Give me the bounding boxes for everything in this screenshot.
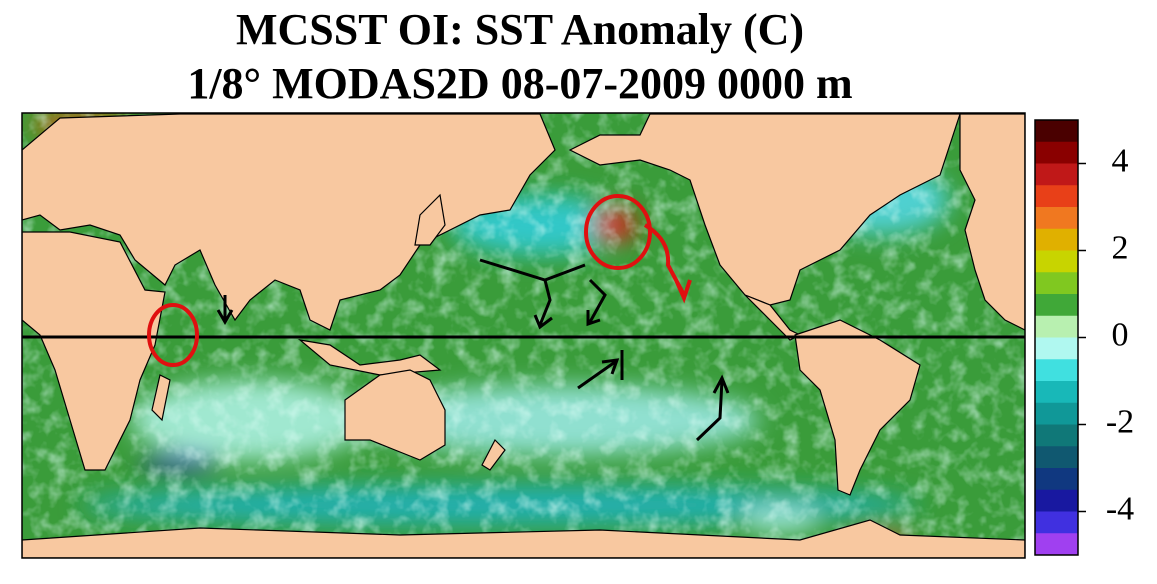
- colorbar-segment: [1035, 337, 1078, 360]
- colorbar-segment: [1035, 424, 1078, 447]
- colorbar-segment: [1035, 141, 1078, 164]
- north-america: [568, 113, 961, 306]
- colorbar-segment: [1035, 250, 1078, 273]
- colorbar-segment: [1035, 381, 1078, 404]
- antarctica: [22, 519, 1025, 558]
- colorbar-segment: [1035, 359, 1078, 382]
- south-america: [794, 319, 921, 496]
- colorbar-tick-label: -2: [1106, 403, 1134, 440]
- colorbar-segment: [1035, 402, 1078, 425]
- red-circle: [584, 194, 652, 270]
- colorbar-segment: [1035, 489, 1078, 512]
- colorbar-segment: [1035, 207, 1078, 230]
- colorbar: -4 -2 0 2 4: [1034, 119, 1134, 556]
- colorbar-segment: [1035, 120, 1078, 143]
- colorbar-tick-label: 4: [1112, 142, 1129, 179]
- colorbar-tick-label: 0: [1112, 316, 1129, 353]
- title: MCSST OI: SST Anomaly (C): [236, 5, 804, 54]
- indonesia: [297, 339, 442, 376]
- subtitle: 1/8° MODAS2D 08-07-2009 0000 m: [187, 59, 852, 108]
- colorbar-segment: [1035, 468, 1078, 491]
- black-arrows: [216, 258, 730, 442]
- colorbar-segment: [1035, 511, 1078, 534]
- europe-africa-east: [959, 113, 1025, 331]
- colorbar-segment: [1035, 272, 1078, 295]
- colorbar-segment: [1035, 163, 1078, 186]
- eurasia: [22, 113, 556, 331]
- madagascar: [151, 374, 171, 422]
- red-arrow: [643, 223, 692, 304]
- australia: [344, 369, 446, 461]
- colorbar-segment: [1035, 185, 1078, 208]
- africa: [22, 231, 166, 471]
- colorbar-segment: [1035, 294, 1078, 317]
- map: [22, 113, 1025, 558]
- colorbar-segment: [1035, 446, 1078, 469]
- colorbar-segment: [1035, 315, 1078, 338]
- colorbar-tick-label: 2: [1112, 229, 1129, 266]
- red-circle: [147, 303, 199, 367]
- colorbar-tick-label: -4: [1106, 490, 1134, 527]
- map-frame: [21, 112, 1026, 559]
- japan: [414, 193, 446, 246]
- colorbar-segment: [1035, 533, 1078, 556]
- colorbar-segment: [1035, 228, 1078, 251]
- new-zealand: [481, 438, 506, 471]
